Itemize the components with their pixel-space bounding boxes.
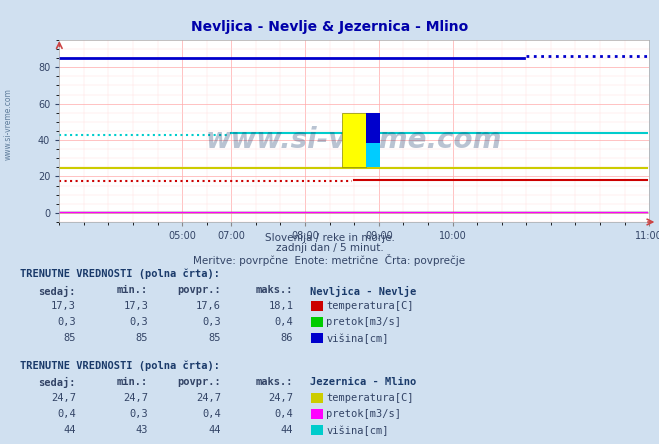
- Text: 0,4: 0,4: [275, 317, 293, 328]
- Text: 43: 43: [136, 425, 148, 436]
- Text: 85: 85: [136, 333, 148, 344]
- Text: 0,3: 0,3: [130, 409, 148, 420]
- Text: 18,1: 18,1: [268, 301, 293, 312]
- Text: 85: 85: [208, 333, 221, 344]
- Text: 17,3: 17,3: [51, 301, 76, 312]
- Text: Jezernica - Mlino: Jezernica - Mlino: [310, 377, 416, 388]
- Bar: [366, 143, 380, 167]
- Text: 24,7: 24,7: [196, 393, 221, 404]
- Text: TRENUTNE VREDNOSTI (polna črta):: TRENUTNE VREDNOSTI (polna črta):: [20, 269, 219, 279]
- Text: www.si-vreme.com: www.si-vreme.com: [206, 126, 502, 154]
- Text: 0,4: 0,4: [275, 409, 293, 420]
- Text: zadnji dan / 5 minut.: zadnji dan / 5 minut.: [275, 243, 384, 254]
- Text: Meritve: povrpčne  Enote: metrične  Črta: povprečje: Meritve: povrpčne Enote: metrične Črta: …: [194, 254, 465, 266]
- Text: Nevljica - Nevlje: Nevljica - Nevlje: [310, 285, 416, 297]
- Text: povpr.:: povpr.:: [177, 377, 221, 388]
- Text: povpr.:: povpr.:: [177, 285, 221, 296]
- Text: temperatura[C]: temperatura[C]: [326, 301, 414, 312]
- Text: 24,7: 24,7: [123, 393, 148, 404]
- Text: 44: 44: [281, 425, 293, 436]
- Text: 0,3: 0,3: [130, 317, 148, 328]
- Text: maks.:: maks.:: [256, 377, 293, 388]
- Text: 17,6: 17,6: [196, 301, 221, 312]
- Text: 0,3: 0,3: [202, 317, 221, 328]
- Text: min.:: min.:: [117, 285, 148, 296]
- Text: 44: 44: [63, 425, 76, 436]
- Text: 44: 44: [208, 425, 221, 436]
- Text: 24,7: 24,7: [268, 393, 293, 404]
- Text: maks.:: maks.:: [256, 285, 293, 296]
- Text: Slovenija / reke in morje.: Slovenija / reke in morje.: [264, 233, 395, 243]
- Bar: [343, 113, 366, 167]
- Text: 17,3: 17,3: [123, 301, 148, 312]
- Text: www.si-vreme.com: www.si-vreme.com: [4, 88, 13, 160]
- Text: 85: 85: [63, 333, 76, 344]
- Text: Nevljica - Nevlje & Jezernica - Mlino: Nevljica - Nevlje & Jezernica - Mlino: [191, 20, 468, 34]
- Text: min.:: min.:: [117, 377, 148, 388]
- Text: višina[cm]: višina[cm]: [326, 333, 389, 344]
- Text: 0,3: 0,3: [57, 317, 76, 328]
- Text: pretok[m3/s]: pretok[m3/s]: [326, 317, 401, 328]
- Text: TRENUTNE VREDNOSTI (polna črta):: TRENUTNE VREDNOSTI (polna črta):: [20, 361, 219, 371]
- Text: 0,4: 0,4: [202, 409, 221, 420]
- Text: sedaj:: sedaj:: [38, 285, 76, 297]
- Text: pretok[m3/s]: pretok[m3/s]: [326, 409, 401, 420]
- Text: temperatura[C]: temperatura[C]: [326, 393, 414, 404]
- Text: 0,4: 0,4: [57, 409, 76, 420]
- Text: 86: 86: [281, 333, 293, 344]
- Text: višina[cm]: višina[cm]: [326, 425, 389, 436]
- Text: 24,7: 24,7: [51, 393, 76, 404]
- Text: sedaj:: sedaj:: [38, 377, 76, 388]
- Bar: [366, 113, 380, 143]
